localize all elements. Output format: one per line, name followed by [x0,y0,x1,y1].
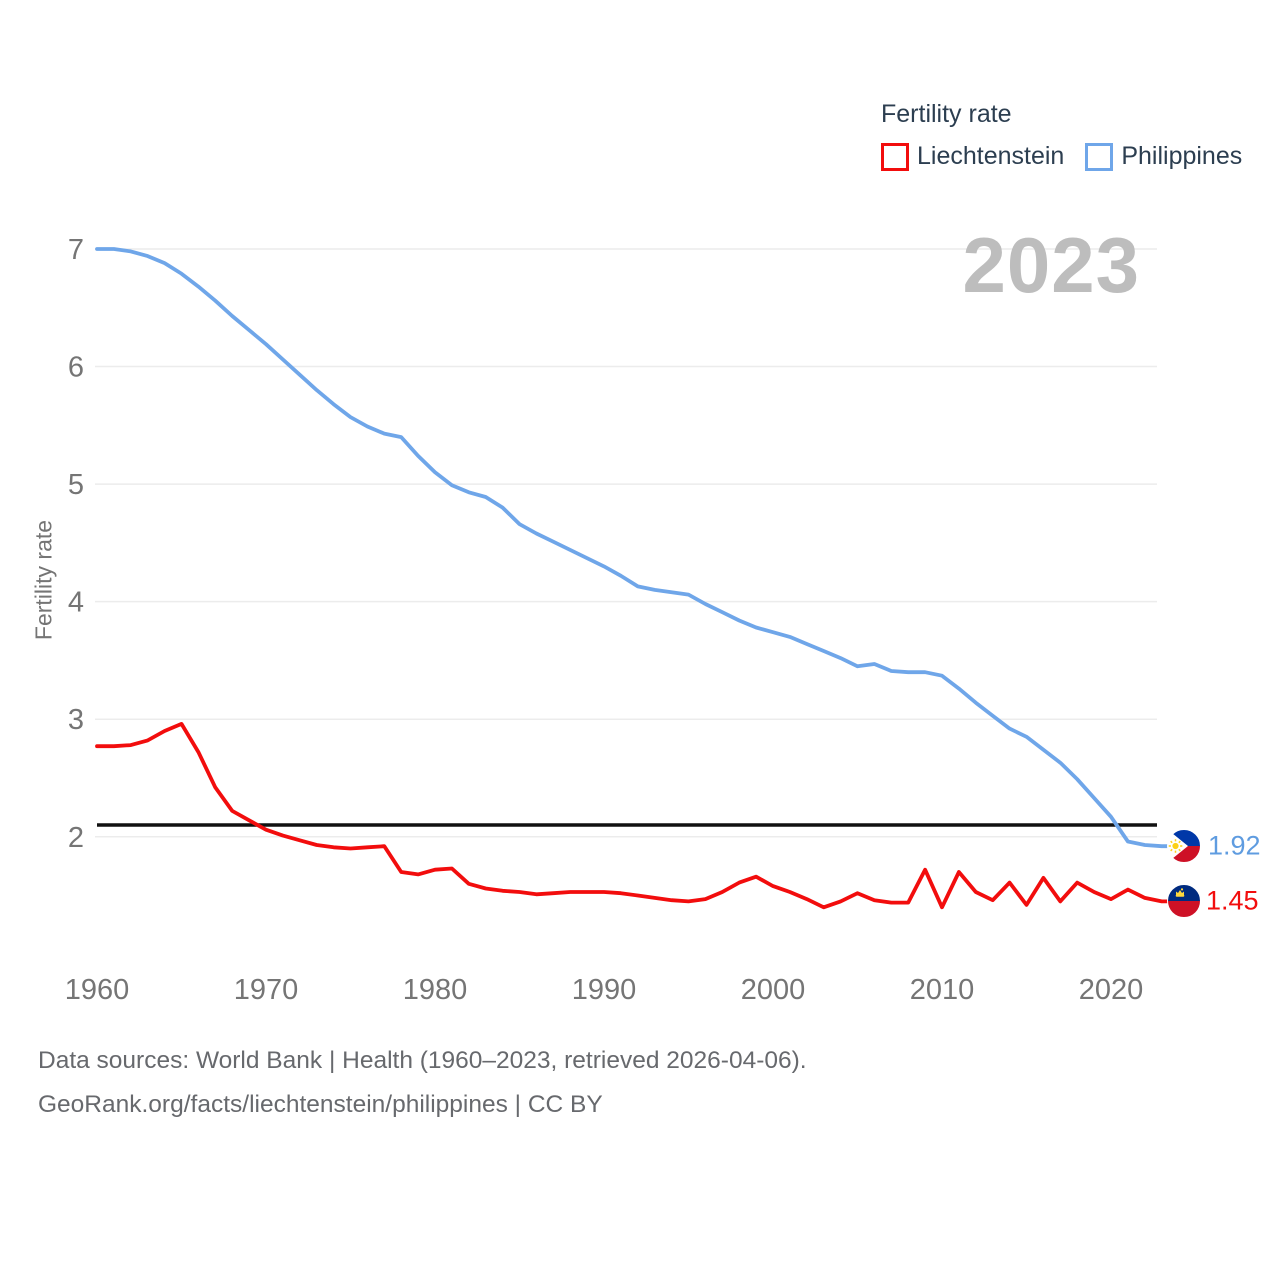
series-lines [95,247,1172,910]
y-tick-label: 3 [68,704,84,736]
legend-item-philippines[interactable]: Philippines [1085,142,1242,171]
footer: Data sources: World Bank | Health (1960–… [38,1039,807,1127]
data-sources-text: Data sources: World Bank | Health (1960–… [38,1047,807,1074]
x-tick-label: 2000 [741,974,806,1006]
x-tick-label: 2020 [1079,974,1144,1006]
y-tick-label: 6 [68,352,84,384]
liechtenstein-flag-icon [1167,884,1201,918]
legend-item-liechtenstein[interactable]: Liechtenstein [881,142,1064,171]
legend-item-label: Liechtenstein [917,142,1065,170]
attribution-text: GeoRank.org/facts/liechtenstein/philippi… [38,1091,603,1118]
liechtenstein-end-value: 1.45 [1206,885,1259,916]
x-tick-label: 2010 [910,974,975,1006]
philippines-flag-icon [1167,829,1201,863]
x-tick-label: 1960 [65,974,130,1006]
x-tick-label: 1990 [572,974,637,1006]
series-line-liechtenstein[interactable] [95,722,1172,910]
legend-title: Fertility rate [881,100,1012,128]
series-line-philippines[interactable] [95,247,1172,849]
philippines-end-value: 1.92 [1208,830,1261,861]
philippines-swatch-icon [1085,142,1114,171]
y-tick-label: 2 [68,822,84,854]
x-tick-label: 1980 [403,974,468,1006]
y-axis-title: Fertility rate [30,519,57,641]
legend-item-label: Philippines [1121,142,1243,170]
liechtenstein-swatch-icon [881,142,909,171]
legend-items: Liechtenstein Philippines [881,142,1242,171]
y-tick-label: 4 [68,587,84,619]
gridlines [95,248,1157,838]
y-tick-label: 7 [68,234,84,266]
legend: Fertility rate Liechtenstein Philippines [881,100,1242,171]
axis-tick-labels: 7 6 5 4 3 2 1960 1970 1980 1990 2000 2010 2020 [65,234,1144,1006]
y-tick-label: 5 [68,469,84,501]
x-tick-label: 1970 [234,974,299,1006]
year-watermark: 2023 [962,221,1140,309]
